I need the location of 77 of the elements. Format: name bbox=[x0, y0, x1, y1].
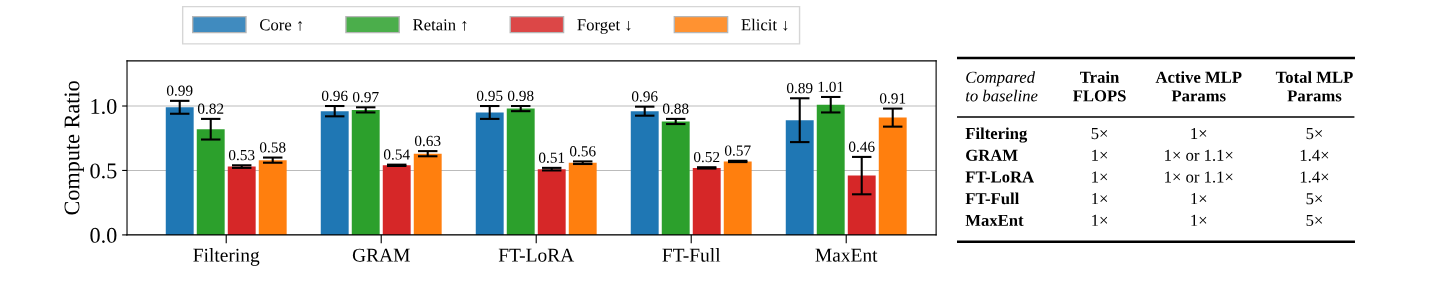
data-label: 0.98 bbox=[507, 90, 534, 102]
text: FT-Full bbox=[965, 192, 1020, 205]
data-label: 0.52 bbox=[693, 151, 720, 163]
data-label: 0.91 bbox=[879, 93, 906, 104]
text: 5× bbox=[1306, 214, 1323, 226]
bar bbox=[382, 165, 411, 235]
bar bbox=[165, 107, 194, 235]
bar bbox=[568, 162, 597, 235]
text: 1× bbox=[1092, 171, 1108, 183]
data-label: 0.99 bbox=[166, 85, 193, 96]
data-label: 0.88 bbox=[662, 103, 689, 114]
data-label: 0.97 bbox=[352, 91, 379, 103]
text: 1× bbox=[1092, 149, 1108, 161]
data-label: 0.46 bbox=[848, 141, 875, 152]
bar bbox=[351, 109, 380, 235]
legend-label: Retain ↑ bbox=[413, 19, 467, 31]
y-tick-label: 1.0 bbox=[91, 98, 117, 115]
data-label: 0.51 bbox=[538, 152, 565, 163]
x-tick-label: Filtering bbox=[193, 248, 260, 266]
bar bbox=[661, 121, 690, 235]
y-tick-label: 0.5 bbox=[90, 163, 117, 179]
bar bbox=[692, 167, 721, 235]
text: 1.4× bbox=[1300, 149, 1329, 161]
text: Train FLOPS bbox=[1073, 71, 1126, 102]
bar bbox=[785, 120, 814, 235]
bar bbox=[196, 129, 225, 235]
x-tick-label: FT-LoRA bbox=[498, 248, 575, 262]
bar bbox=[475, 112, 504, 235]
data-label: 0.63 bbox=[414, 135, 441, 147]
text: 1× bbox=[1191, 214, 1207, 226]
bar bbox=[258, 160, 287, 235]
text: 1× or 1.1× bbox=[1165, 149, 1233, 161]
legend-label: Core ↑ bbox=[260, 19, 303, 31]
x-tick-label: MaxEnt bbox=[815, 248, 878, 262]
data-label: 0.56 bbox=[569, 146, 596, 157]
bar bbox=[723, 161, 752, 235]
text: FT-LoRA bbox=[965, 171, 1034, 183]
text: Active MLP Params bbox=[1155, 71, 1242, 102]
text: GRAM bbox=[966, 149, 1018, 161]
bar bbox=[413, 153, 442, 235]
text: 1× bbox=[1191, 128, 1207, 140]
bar bbox=[537, 169, 566, 235]
legend-label: Elicit ↓ bbox=[741, 18, 788, 31]
text: Filtering bbox=[965, 127, 1028, 143]
data-label: 0.54 bbox=[383, 149, 410, 160]
bar bbox=[506, 108, 535, 235]
data-label: 0.82 bbox=[197, 103, 224, 114]
x-tick-label: FT-Full bbox=[662, 248, 721, 262]
text: 1× bbox=[1092, 193, 1108, 205]
data-label: 0.57 bbox=[724, 145, 751, 156]
text: 1× bbox=[1191, 193, 1207, 205]
text: Total MLP Params bbox=[1275, 71, 1353, 102]
data-label: 0.96 bbox=[321, 90, 348, 102]
y-axis-title: Compute Ratio bbox=[64, 81, 84, 215]
y-tick-label: 0.0 bbox=[90, 227, 117, 243]
data-label: 0.53 bbox=[228, 149, 255, 161]
text: MaxEnt bbox=[965, 214, 1024, 226]
text: 5× bbox=[1306, 193, 1323, 205]
bar bbox=[816, 104, 845, 235]
bar bbox=[630, 111, 659, 235]
text: 5× bbox=[1091, 128, 1108, 140]
text: 1.4× bbox=[1300, 171, 1329, 183]
x-tick-label: GRAM bbox=[352, 248, 410, 262]
text: Compared to baseline bbox=[966, 71, 1038, 102]
bar bbox=[227, 166, 256, 235]
text: 1× bbox=[1092, 214, 1108, 226]
data-label: 1.01 bbox=[818, 81, 844, 93]
text: 5× bbox=[1306, 128, 1323, 140]
data-label: 0.89 bbox=[786, 82, 813, 94]
legend-label: Forget ↓ bbox=[577, 19, 631, 34]
data-label: 0.58 bbox=[259, 142, 286, 153]
bar bbox=[847, 175, 876, 235]
bar bbox=[320, 111, 349, 235]
data-label: 0.95 bbox=[476, 90, 503, 102]
data-label: 0.96 bbox=[631, 91, 658, 102]
bar bbox=[878, 117, 907, 235]
text: 1× or 1.1× bbox=[1165, 171, 1233, 183]
